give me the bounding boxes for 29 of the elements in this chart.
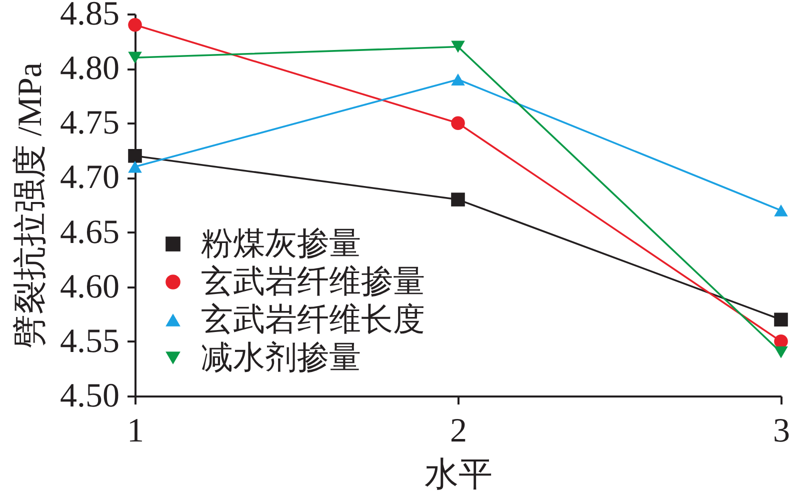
point — [774, 312, 788, 326]
y-tick-label: 4.85 — [60, 0, 120, 32]
point — [128, 52, 142, 64]
point — [774, 334, 788, 348]
y-tick-label: 4.50 — [60, 378, 120, 414]
y-axis-title: 劈裂抗拉强度 /MPa — [12, 62, 49, 349]
point — [128, 18, 142, 32]
point — [774, 204, 788, 216]
y-tick-label: 4.60 — [60, 268, 120, 306]
point — [451, 40, 465, 53]
y-tick-label: 4.70 — [60, 159, 120, 196]
x-tick-label: 3 — [773, 412, 790, 450]
point — [451, 192, 465, 206]
point — [128, 160, 142, 173]
legend-label: 玄武岩纤维掺量 — [201, 263, 425, 299]
x-axis-title: 水平 — [424, 456, 492, 492]
x-tick-label: 1 — [127, 412, 144, 450]
legend-label: 减水剂掺量 — [201, 339, 361, 375]
legend-label: 玄武岩纤维长度 — [201, 301, 425, 337]
point — [128, 148, 142, 163]
x-tick-label: 2 — [450, 412, 467, 450]
y-tick-label: 4.80 — [60, 50, 120, 88]
point — [451, 74, 465, 86]
y-tick-label: 4.75 — [60, 104, 120, 142]
point — [451, 116, 465, 130]
legend-label: 粉煤灰掺量 — [201, 225, 361, 261]
y-tick-label: 4.55 — [60, 322, 120, 360]
y-tick-label: 4.65 — [60, 214, 120, 251]
point — [774, 346, 788, 358]
